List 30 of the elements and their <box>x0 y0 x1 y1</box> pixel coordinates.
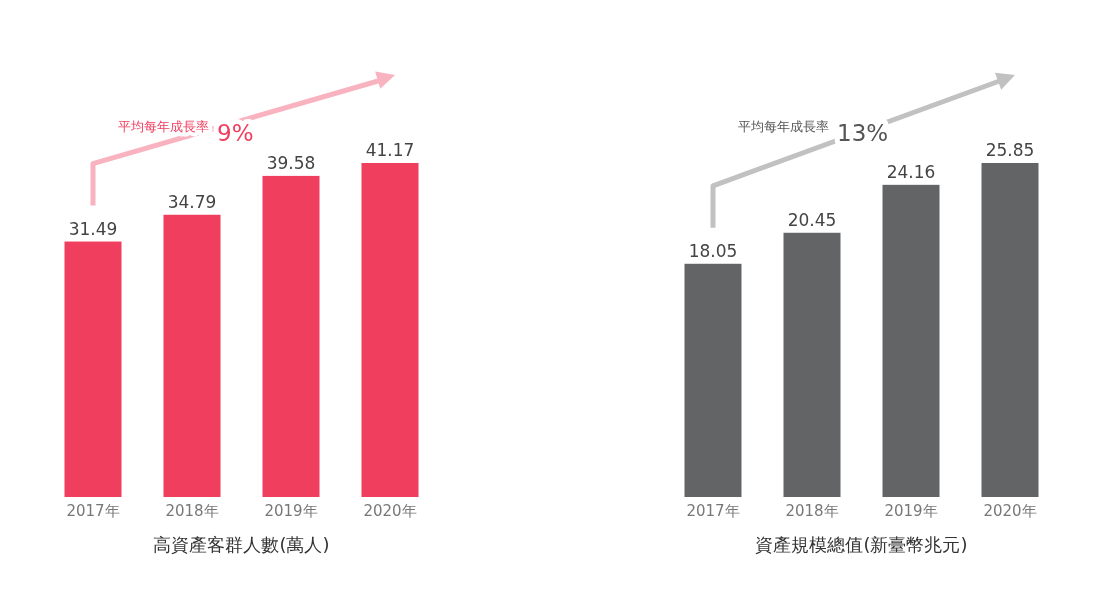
x-tick-label: 2018年 <box>165 502 219 520</box>
data-label: 34.79 <box>167 191 217 212</box>
x-axis-title: 高資產客群人數(萬人) <box>153 534 330 555</box>
x-tick-label: 2017年 <box>686 502 740 520</box>
x-axis-title: 資產規模總值(新臺幣兆元) <box>755 534 968 555</box>
bar <box>882 184 940 497</box>
data-label: 25.85 <box>985 140 1035 160</box>
data-label: 24.16 <box>886 161 936 182</box>
x-tick-label: 2017年 <box>66 502 120 520</box>
x-tick-label: 2019年 <box>264 502 318 520</box>
x-tick-label: 2019年 <box>884 502 938 520</box>
text: 平均每年成長率 <box>738 119 829 134</box>
data-label: 18.05 <box>688 240 738 261</box>
data-label: 39.58 <box>266 152 316 173</box>
bar <box>64 241 122 497</box>
data-label: 20.45 <box>787 209 837 230</box>
bar <box>981 163 1039 497</box>
x-tick-label: 2020年 <box>363 502 417 520</box>
bar <box>262 175 320 497</box>
text: 13% <box>837 120 889 146</box>
data-label: 31.49 <box>68 218 118 239</box>
bar <box>163 214 221 497</box>
data-label: 41.17 <box>365 140 415 160</box>
bar <box>684 263 742 497</box>
x-tick-label: 2020年 <box>983 502 1037 520</box>
text: 9% <box>217 120 254 146</box>
bar <box>361 163 419 497</box>
bar <box>783 232 841 497</box>
x-tick-label: 2018年 <box>785 502 839 520</box>
text: 平均每年成長率 <box>118 119 209 134</box>
